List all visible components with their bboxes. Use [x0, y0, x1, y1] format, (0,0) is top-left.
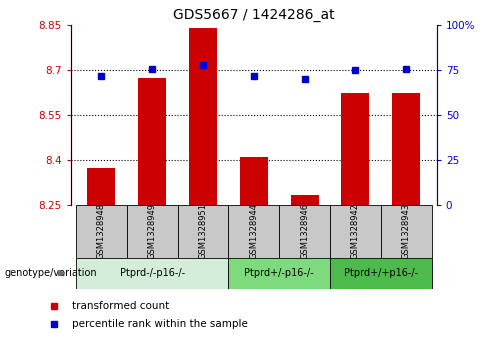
Bar — [189, 28, 217, 205]
Bar — [178, 205, 228, 258]
Text: GSM1328944: GSM1328944 — [249, 203, 258, 260]
Text: GSM1328943: GSM1328943 — [402, 203, 411, 260]
Bar — [127, 205, 178, 258]
Text: GSM1328951: GSM1328951 — [199, 203, 207, 260]
Bar — [342, 93, 369, 205]
Bar — [279, 205, 330, 258]
Bar — [76, 258, 228, 289]
Bar — [392, 93, 420, 205]
Text: percentile rank within the sample: percentile rank within the sample — [72, 319, 247, 329]
Bar — [330, 258, 432, 289]
Bar — [381, 205, 432, 258]
Title: GDS5667 / 1424286_at: GDS5667 / 1424286_at — [173, 8, 335, 22]
Text: Ptprd+/-p16-/-: Ptprd+/-p16-/- — [244, 268, 314, 278]
Bar — [228, 258, 330, 289]
Bar — [240, 157, 268, 205]
Bar — [228, 205, 279, 258]
Bar — [138, 78, 166, 205]
Text: Ptprd-/-p16-/-: Ptprd-/-p16-/- — [120, 268, 184, 278]
Text: GSM1328946: GSM1328946 — [300, 203, 309, 260]
Bar — [291, 195, 319, 205]
Text: Ptprd+/+p16-/-: Ptprd+/+p16-/- — [344, 268, 418, 278]
Text: genotype/variation: genotype/variation — [5, 268, 98, 278]
Text: transformed count: transformed count — [72, 301, 169, 311]
Text: GSM1328942: GSM1328942 — [351, 203, 360, 260]
Bar — [76, 205, 127, 258]
Text: GSM1328948: GSM1328948 — [97, 203, 106, 260]
Text: GSM1328949: GSM1328949 — [147, 203, 157, 260]
Bar — [330, 205, 381, 258]
Bar — [87, 168, 115, 205]
